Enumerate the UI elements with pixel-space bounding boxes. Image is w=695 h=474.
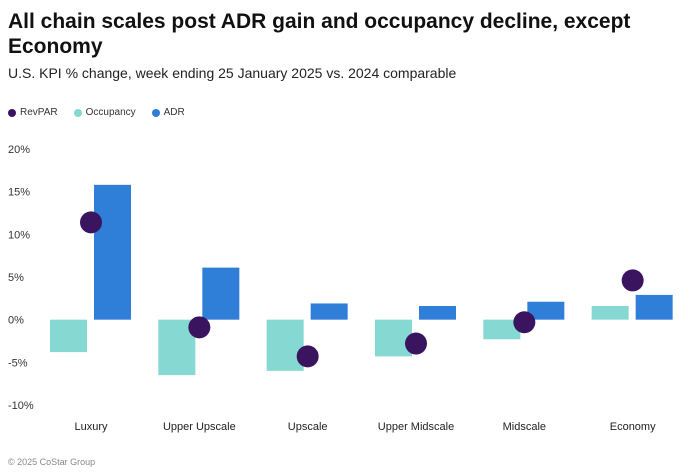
legend-swatch-adr [151,108,160,117]
bar-adr [202,267,240,320]
chart-subtitle: U.S. KPI % change, week ending 25 Januar… [8,65,457,81]
point-revpar [80,211,102,234]
legend-swatch-revpar [8,108,16,117]
x-category-label: Economy [610,421,656,433]
bar-adr [419,306,456,320]
legend-swatch-occupancy [73,108,82,117]
legend-item-adr: ADR [151,107,185,118]
y-tick-label: 0% [8,315,24,327]
bar-adr [635,294,673,320]
y-tick-label: 10% [8,229,30,241]
x-category-label: Upper Midscale [378,421,454,433]
legend-label-revpar: RevPAR [20,107,58,118]
y-tick-label: -10% [8,400,34,412]
y-tick-label: 15% [8,187,30,199]
legend: RevPAR Occupancy ADR [8,107,185,118]
y-tick-label: 20% [8,144,30,156]
x-category-label: Luxury [74,421,108,433]
bar-occupancy [266,319,304,371]
x-category-label: Upscale [288,421,328,433]
chart-title: All chain scales post ADR gain and occup… [8,10,631,58]
copyright-footer: © 2025 CoStar Group [8,457,96,467]
y-tick-label: -5% [8,357,28,369]
point-revpar [188,316,211,339]
point-revpar [621,269,644,292]
legend-item-revpar: RevPAR [8,107,58,118]
point-revpar [405,332,427,355]
bar-occupancy [483,319,521,340]
x-category-label: Upper Upscale [163,421,236,433]
y-tick-label: 5% [8,272,24,284]
legend-label-adr: ADR [163,107,185,118]
bar-adr [527,301,565,320]
legend-label-occupancy: Occupancy [85,107,136,118]
legend-item-occupancy: Occupancy [73,107,136,118]
bar-occupancy [50,319,87,353]
point-revpar [296,345,319,368]
bar-occupancy [591,306,629,320]
bar-adr [94,184,131,320]
point-revpar [513,311,536,334]
x-category-label: Midscale [503,421,546,433]
bar-occupancy [375,319,412,357]
bar-adr [310,303,348,320]
